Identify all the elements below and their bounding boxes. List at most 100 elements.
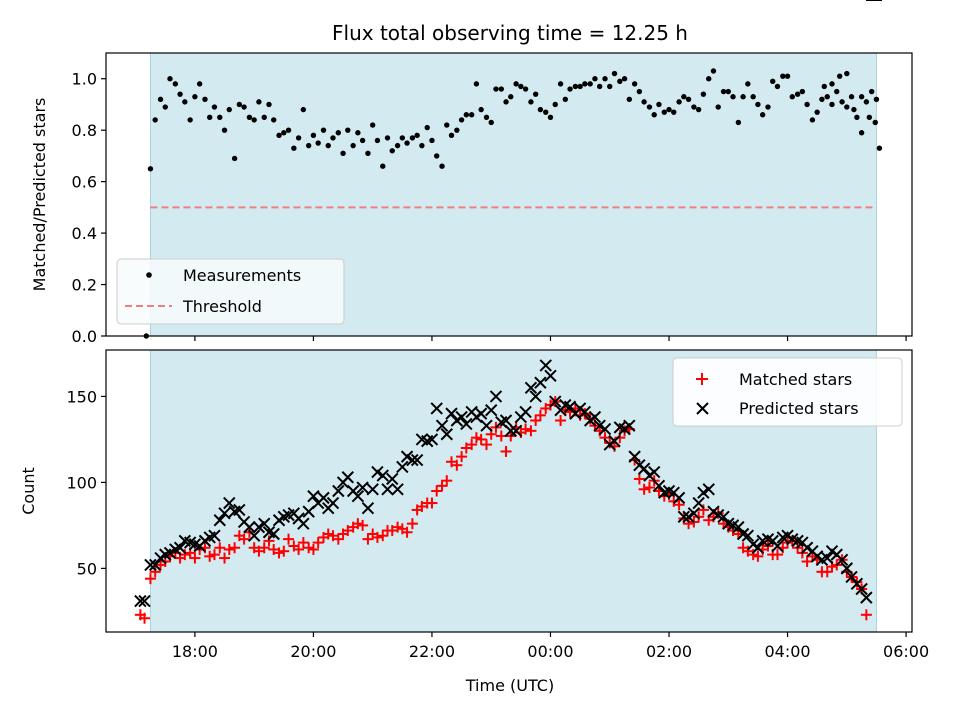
measurement-point <box>493 86 499 92</box>
measurement-point <box>261 114 267 121</box>
measurement-point <box>858 130 865 136</box>
measurement-point <box>429 137 435 144</box>
measurement-point <box>167 76 173 82</box>
measurement-point <box>508 94 514 100</box>
predicted-star-marker <box>258 517 271 530</box>
measurement-point <box>641 99 647 105</box>
matched-star-marker <box>204 550 216 562</box>
matched-star-marker <box>352 518 364 530</box>
matched-star-marker <box>229 542 241 554</box>
predicted-stars-points <box>134 0 882 608</box>
measurement-point <box>661 109 667 115</box>
measurement-point <box>226 106 232 113</box>
x-axis-label: Time (UTC) <box>465 676 554 695</box>
matched-star-marker <box>431 485 443 497</box>
measurement-point <box>537 106 544 113</box>
predicted-star-marker <box>247 529 261 542</box>
measurement-point <box>488 119 494 126</box>
predicted-star-marker <box>435 419 449 432</box>
matched-star-marker <box>283 533 295 545</box>
measurement-point <box>266 101 272 108</box>
measurement-point <box>251 117 257 123</box>
predicted-star-marker <box>845 570 858 584</box>
measurement-point <box>320 127 327 133</box>
predicted-star-marker <box>425 433 439 446</box>
measurement-point <box>851 106 857 113</box>
matched-star-marker <box>392 521 404 533</box>
legend-matched-label: Matched stars <box>739 370 852 389</box>
predicted-star-marker <box>148 558 162 572</box>
predicted-star-marker <box>509 424 523 438</box>
predicted-star-marker <box>341 471 355 484</box>
matched-star-marker <box>643 482 655 494</box>
measurement-point <box>577 83 583 90</box>
measurement-point <box>799 88 806 95</box>
matched-star-marker <box>223 543 235 555</box>
predicted-star-marker <box>213 514 226 527</box>
y-tick-label: 0.6 <box>72 173 97 192</box>
measurement-point <box>706 76 712 82</box>
measurement-point <box>291 145 297 151</box>
matched-star-marker <box>322 528 334 540</box>
y-tick-label: 0.8 <box>72 121 97 140</box>
predicted-star-marker <box>326 496 340 510</box>
predicted-star-marker <box>741 529 755 542</box>
measurement-point <box>384 135 391 141</box>
matched-star-marker <box>470 432 482 444</box>
predicted-star-marker <box>356 481 369 494</box>
predicted-star-marker <box>563 400 577 413</box>
measurement-point <box>221 127 228 133</box>
matched-star-marker <box>638 483 650 495</box>
measurement-point <box>236 101 243 108</box>
predicted-star-marker <box>672 491 686 505</box>
measurement-point <box>285 127 292 133</box>
matched-star-marker <box>520 423 532 435</box>
measurement-point <box>528 99 534 105</box>
measurement-point <box>794 91 801 97</box>
measurement-point <box>611 70 618 77</box>
legend-predicted-marker <box>696 402 709 415</box>
measurement-point <box>300 106 307 113</box>
measurement-point <box>389 148 395 154</box>
predicted-star-marker <box>480 419 493 432</box>
measurement-point <box>246 114 253 121</box>
predicted-star-marker <box>544 369 557 382</box>
y-tick-label: 50 <box>77 559 97 578</box>
matched-star-marker <box>278 545 290 557</box>
predicted-star-marker <box>410 453 424 467</box>
predicted-star-marker <box>652 479 666 493</box>
predicted-star-marker <box>381 483 394 496</box>
y-tick-label: 1.0 <box>72 70 97 89</box>
predicted-star-marker <box>460 417 473 431</box>
legend-measurement-label: Measurements <box>183 266 301 285</box>
predicted-star-marker <box>406 453 419 467</box>
predicted-star-marker <box>144 558 157 572</box>
measurement-point <box>626 96 633 103</box>
legend-measurement-marker <box>146 272 152 278</box>
matched-star-marker <box>139 612 151 624</box>
predicted-star-marker <box>860 591 873 604</box>
measurement-point <box>592 76 598 82</box>
predicted-star-marker <box>371 465 384 479</box>
predicted-star-marker <box>223 496 236 510</box>
x-tick-label: 02:00 <box>646 642 692 661</box>
measurement-point <box>557 81 564 87</box>
measurement-point <box>281 130 287 136</box>
matched-star-marker <box>307 543 319 555</box>
predicted-star-marker <box>297 517 310 530</box>
measurement-point <box>656 101 662 108</box>
measurement-point <box>552 101 558 108</box>
measurement-point <box>359 137 366 144</box>
predicted-star-marker <box>252 520 266 534</box>
y-axis-label: Matched/Predicted stars <box>30 98 49 292</box>
matched-star-marker <box>633 473 645 485</box>
predicted-star-marker <box>539 359 552 372</box>
predicted-star-marker <box>208 529 221 542</box>
measurement-point <box>444 122 450 128</box>
predicted-star-marker <box>702 483 715 496</box>
measurement-point <box>182 99 188 105</box>
measurement-point <box>147 166 154 172</box>
predicted-star-marker <box>233 503 246 517</box>
matched-star-marker <box>189 552 201 564</box>
predicted-star-marker <box>549 395 562 408</box>
